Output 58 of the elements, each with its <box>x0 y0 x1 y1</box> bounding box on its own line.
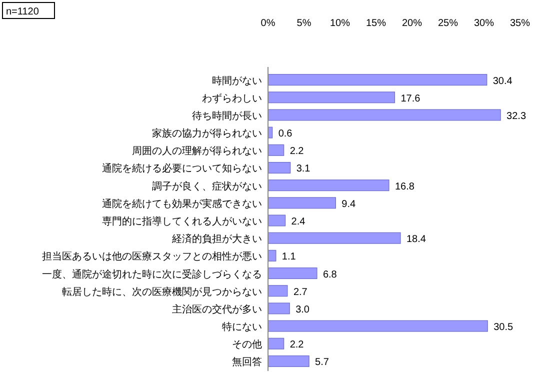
bar <box>268 74 488 86</box>
y-tick-label: 転居した時に、次の医療機関が見つからない <box>62 286 262 298</box>
y-tick-label: 無回答 <box>232 356 262 368</box>
y-tick-label: 待ち時間が長い <box>192 110 262 122</box>
data-label: 3.0 <box>296 304 310 316</box>
x-tick-label: 10% <box>330 18 350 29</box>
data-label: 2.7 <box>293 286 308 298</box>
bar <box>268 144 284 156</box>
y-tick-label: 一度、通院が途切れた時に次に受診しづらくなる <box>42 268 262 280</box>
data-label: 6.8 <box>322 269 338 280</box>
bar <box>268 268 318 280</box>
y-tick-label: 時間がない <box>212 74 262 87</box>
data-label: 17.6 <box>400 93 421 104</box>
y-tick-label: 担当医あるいは他の医療スタッフとの相性が悪い <box>42 250 262 263</box>
y-tick-label: 経済的負担が大きい <box>171 233 262 246</box>
data-label: 18.4 <box>406 234 426 246</box>
y-tick-label: 調子が良く、症状がない <box>152 180 262 192</box>
y-tick-label: 周囲の人の理解が得られない <box>132 146 262 158</box>
x-tick-label: 20% <box>402 18 422 29</box>
data-label: 3.1 <box>296 164 311 175</box>
bar <box>268 214 286 226</box>
y-tick-label: 家族の協力が得られない <box>152 128 262 140</box>
y-tick-label: 通院を続ける必要について知らない <box>102 162 262 175</box>
bar <box>268 109 501 121</box>
bar <box>268 338 284 350</box>
data-label: 2.2 <box>290 340 304 351</box>
bar <box>268 302 290 314</box>
x-tick-label: 15% <box>366 18 386 29</box>
data-label: 32.3 <box>506 110 526 122</box>
bar <box>268 232 401 244</box>
x-tick-label: 35% <box>510 18 530 29</box>
data-label: 1.1 <box>282 252 296 263</box>
x-tick-label: 5% <box>296 18 312 29</box>
x-tick-label: 30% <box>474 18 494 29</box>
y-tick-label: わずらわしい <box>202 92 262 104</box>
data-label: 9.4 <box>342 198 356 210</box>
y-tick-label: 専門的に指導してくれる人がいない <box>102 216 262 228</box>
bar <box>268 285 288 297</box>
y-tick-label: 主治医の交代が多い <box>172 303 262 316</box>
text: n=1120 <box>6 6 40 18</box>
bar <box>268 180 390 192</box>
data-label: 2.4 <box>291 216 306 228</box>
bar <box>268 92 396 104</box>
y-tick-label: 通院を続けても効果が実感できない <box>102 198 262 210</box>
y-tick-label: 特にない <box>222 321 262 334</box>
data-label: 0.6 <box>278 128 293 140</box>
data-label: 16.8 <box>394 181 415 192</box>
bar <box>268 355 310 367</box>
data-label: 30.5 <box>494 322 514 334</box>
bar <box>268 197 336 209</box>
y-tick-label: その他 <box>232 338 262 351</box>
data-label: 5.7 <box>315 357 330 368</box>
bar <box>268 162 291 174</box>
data-label: 2.2 <box>290 146 304 158</box>
data-label: 30.4 <box>492 76 513 87</box>
x-tick-label: 25% <box>438 18 458 29</box>
x-tick-label: 0% <box>260 18 276 29</box>
bar <box>268 320 488 332</box>
